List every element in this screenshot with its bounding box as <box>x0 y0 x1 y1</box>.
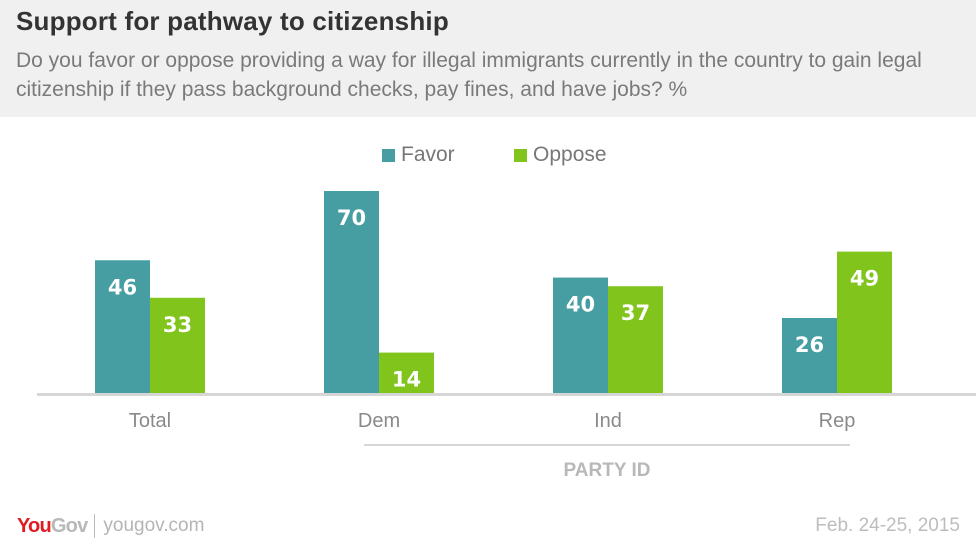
bar-oppose-dem <box>379 352 434 393</box>
bar-favor-ind <box>553 277 608 393</box>
footer-date: Feb. 24-25, 2015 <box>815 515 960 536</box>
legend-swatch-favor <box>382 148 395 162</box>
data-label-favor-ind: 40 <box>566 293 595 317</box>
legend-item-oppose: Oppose <box>514 140 607 170</box>
data-label-favor-rep: 26 <box>795 333 824 357</box>
bar-oppose-rep <box>837 251 892 393</box>
legend-swatch-oppose <box>514 148 527 162</box>
bar-oppose-ind <box>608 286 663 393</box>
legend-item-favor: Favor <box>382 140 455 170</box>
x-tick-label-total: Total <box>129 410 171 432</box>
x-tick-label-dem: Dem <box>358 410 400 432</box>
chart-subtitle: Do you favor or oppose providing a way f… <box>16 49 922 101</box>
bar-favor-total <box>95 260 150 393</box>
footer-url: yougov.com <box>103 515 205 536</box>
chart-title: Support for pathway to citizenship <box>16 6 449 36</box>
group-label-party-id: PARTY ID <box>564 460 651 481</box>
yougov-logo: You Gov yougov.com <box>17 514 204 538</box>
bar-oppose-total <box>150 297 205 393</box>
legend-label-favor: Favor <box>401 143 455 166</box>
data-label-oppose-dem: 14 <box>392 368 421 392</box>
bar-favor-rep <box>782 317 837 393</box>
x-tick-label-rep: Rep <box>819 410 856 432</box>
legend-label-oppose: Oppose <box>533 143 607 166</box>
data-label-favor-dem: 70 <box>337 206 366 230</box>
logo-you-text: You <box>17 514 52 537</box>
logo-gov-text: Gov <box>50 514 88 537</box>
x-tick-label-ind: Ind <box>594 410 622 432</box>
chart-legend: Favor Oppose <box>0 140 976 170</box>
chart-header: Support for pathway to citizenship Do yo… <box>0 0 976 117</box>
data-label-favor-total: 46 <box>108 275 137 299</box>
data-label-oppose-ind: 37 <box>621 301 650 325</box>
data-label-oppose-rep: 49 <box>850 267 879 291</box>
bar-favor-dem <box>324 191 379 393</box>
logo-separator <box>94 514 96 538</box>
data-label-oppose-total: 33 <box>163 313 192 337</box>
